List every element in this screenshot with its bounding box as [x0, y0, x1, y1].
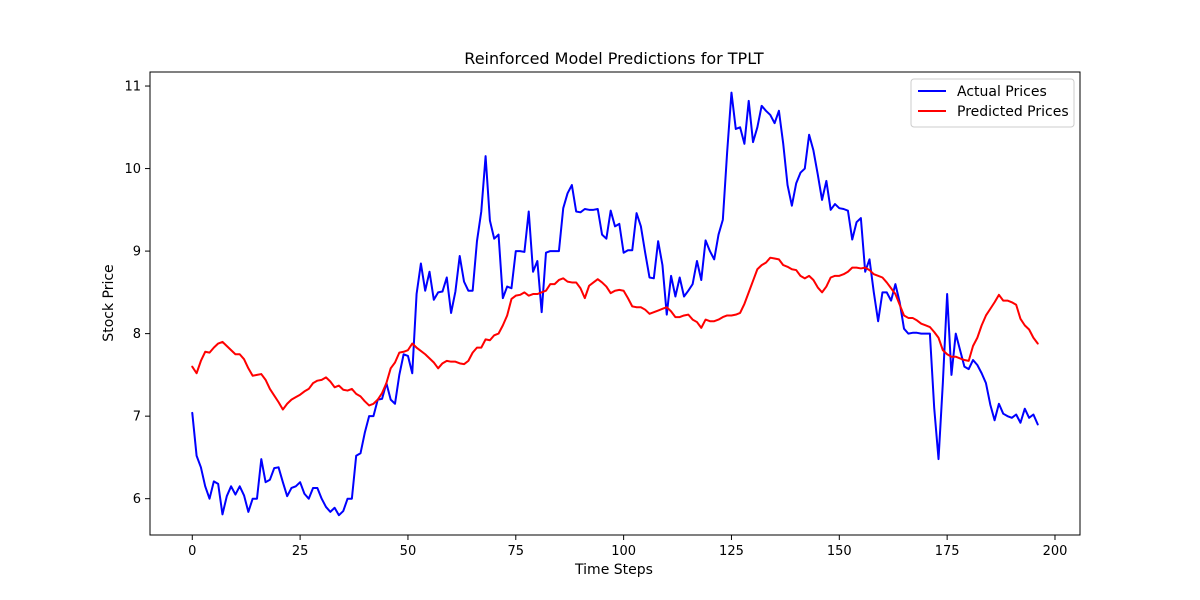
x-tick-label: 150	[827, 544, 852, 559]
x-axis: 0 25 50 75 100 125 150 175 200	[188, 535, 1067, 559]
y-tick-label: 6	[133, 492, 141, 507]
x-tick-label: 75	[508, 544, 525, 559]
legend: Actual Prices Predicted Prices	[910, 78, 1075, 128]
plot-area	[149, 71, 1081, 536]
x-tick-label: 125	[719, 544, 744, 559]
legend-label-predicted: Predicted Prices	[957, 104, 1069, 120]
x-axis-label: Time Steps	[574, 562, 653, 578]
y-tick-label: 7	[133, 410, 141, 425]
chart-title: Reinforced Model Predictions for TPLT	[464, 49, 764, 68]
series-layer	[191, 91, 1039, 517]
y-tick-label: 10	[124, 162, 141, 177]
legend-frame	[910, 78, 1075, 128]
x-tick-label: 175	[935, 544, 960, 559]
plot-frame	[149, 71, 1081, 536]
x-tick-label: 0	[188, 544, 196, 559]
x-tick-label: 50	[400, 544, 417, 559]
series-line-predicted-prices	[191, 256, 1039, 411]
y-tick-label: 11	[124, 80, 141, 95]
y-tick-label: 9	[133, 245, 141, 260]
x-tick-label: 200	[1043, 544, 1068, 559]
y-axis-label: Stock Price	[101, 264, 117, 341]
y-tick-label: 8	[133, 327, 141, 342]
x-tick-label: 25	[292, 544, 309, 559]
x-tick-label: 100	[611, 544, 636, 559]
series-line-actual-prices	[191, 91, 1039, 517]
legend-label-actual: Actual Prices	[957, 84, 1047, 100]
y-axis: 6 7 8 9 10 11	[124, 80, 150, 507]
